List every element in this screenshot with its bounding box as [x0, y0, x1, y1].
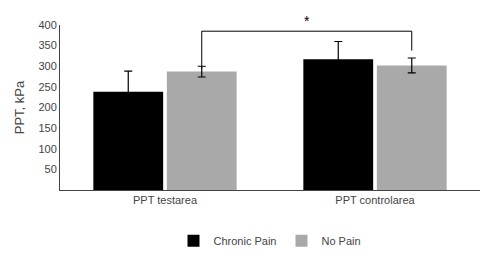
- svg-text:300: 300: [38, 60, 56, 72]
- svg-text:PPT, kPa: PPT, kPa: [12, 80, 27, 134]
- svg-text:150: 150: [38, 122, 56, 134]
- svg-text:PPT testarea: PPT testarea: [133, 194, 198, 206]
- svg-text:350: 350: [38, 39, 56, 51]
- svg-text:*: *: [304, 13, 310, 29]
- svg-text:400: 400: [38, 19, 56, 31]
- svg-text:Chronic Pain: Chronic Pain: [214, 235, 277, 247]
- svg-text:No Pain: No Pain: [321, 235, 360, 247]
- svg-text:50: 50: [45, 163, 57, 175]
- svg-text:PPT controlarea: PPT controlarea: [335, 194, 415, 206]
- svg-text:200: 200: [38, 101, 56, 113]
- svg-text:250: 250: [38, 81, 56, 93]
- svg-text:100: 100: [38, 143, 56, 155]
